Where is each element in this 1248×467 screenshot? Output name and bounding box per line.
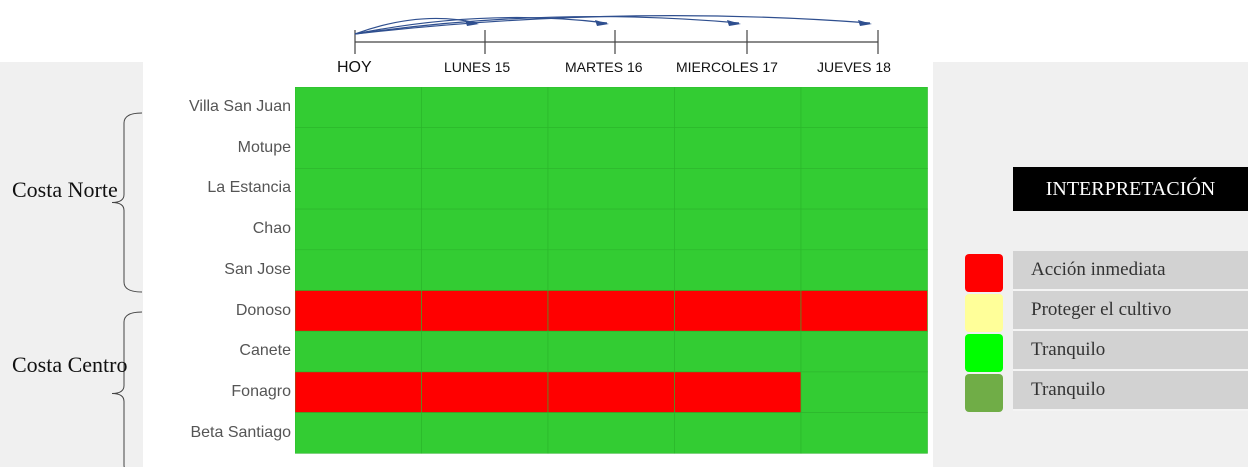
legend-label-tranquilo-dark: Tranquilo — [1013, 371, 1248, 411]
heatmap-cell — [295, 87, 422, 129]
group-label-costa-centro: Costa Centro — [12, 352, 128, 377]
left-panel-background — [0, 62, 143, 467]
heatmap-cell — [421, 330, 549, 373]
group-brackets — [111, 112, 143, 467]
heatmap-cell — [547, 290, 675, 332]
heatmap-cell — [547, 127, 675, 169]
legend-label-tranquilo: Tranquilo — [1013, 331, 1248, 371]
timeline-arrowhead — [858, 20, 872, 26]
heatmap-cell — [421, 412, 549, 454]
heatmap-cell — [800, 208, 928, 251]
row-label: Beta Santiago — [190, 423, 291, 441]
heatmap-cell — [800, 87, 928, 129]
heatmap-cell — [547, 208, 675, 251]
row-label: Motupe — [237, 138, 291, 156]
heatmap-cell — [547, 412, 675, 454]
heatmap-cell — [674, 249, 802, 291]
group-label-costa-norte: Costa Norte — [12, 177, 118, 202]
heatmap-cell — [547, 87, 675, 129]
row-label: La Estancia — [207, 179, 291, 197]
legend-title: INTERPRETACIÓN — [1013, 167, 1248, 211]
row-label: Fonagro — [231, 382, 291, 400]
group-bracket — [111, 112, 143, 293]
timeline-label: LUNES 15 — [444, 59, 511, 75]
timeline-arc — [354, 16, 740, 35]
heatmap-cell — [674, 330, 802, 373]
timeline-arc — [354, 16, 608, 35]
heatmap-cell — [421, 87, 549, 129]
heatmap-cell — [421, 249, 549, 291]
legend-swatch-tranquilo — [965, 334, 1003, 372]
heatmap-cell — [295, 290, 422, 332]
timeline-arc — [354, 17, 478, 35]
legend-swatch-proteger — [965, 294, 1003, 332]
heatmap-cell — [674, 412, 802, 454]
heatmap-cell — [674, 371, 802, 413]
heatmap-cell — [547, 330, 675, 373]
legend-label-proteger: Proteger el cultivo — [1013, 291, 1248, 331]
heatmap-cell — [421, 371, 549, 413]
heatmap-cell — [295, 412, 422, 454]
legend-swatch-accion — [965, 254, 1003, 292]
heatmap-cell — [547, 168, 675, 210]
timeline-arc — [354, 15, 871, 35]
timeline-arrowhead — [727, 20, 741, 26]
row-label: Donoso — [235, 301, 291, 319]
heatmap-cell — [547, 249, 675, 291]
timeline — [354, 15, 879, 54]
legend-label-accion: Acción inmediata — [1013, 251, 1248, 291]
heatmap-cell — [421, 127, 549, 169]
heatmap-cell — [674, 87, 802, 129]
heatmap-cell — [800, 330, 928, 373]
timeline-label: MIERCOLES 17 — [676, 59, 778, 75]
heatmap-cell — [421, 168, 549, 210]
heatmap-cell — [421, 208, 549, 251]
heatmap-cell — [674, 208, 802, 251]
timeline-label: HOY — [337, 59, 372, 76]
heatmap-cell — [800, 127, 928, 169]
heatmap-cell — [674, 290, 802, 332]
heatmap-cell — [295, 330, 422, 373]
heatmap-cell — [295, 249, 422, 291]
row-label: Villa San Juan — [189, 98, 291, 115]
row-label: Chao — [252, 220, 291, 238]
timeline-label: JUEVES 18 — [817, 59, 891, 75]
heatmap-cell — [800, 412, 928, 454]
row-label: Canete — [239, 342, 291, 360]
heatmap-cell — [295, 168, 422, 210]
timeline-label: MARTES 16 — [565, 59, 643, 75]
heatmap-cell — [800, 371, 928, 413]
heatmap-cell — [800, 249, 928, 291]
heatmap-cell — [295, 371, 422, 413]
row-label: San Jose — [224, 260, 291, 278]
heatmap-cell — [421, 290, 549, 332]
heatmap-cell — [295, 208, 422, 251]
heatmap-cell — [547, 371, 675, 413]
heatmap-cell — [674, 168, 802, 210]
legend-swatch-tranquilo-dark — [965, 374, 1003, 412]
heatmap-cell — [800, 168, 928, 210]
timeline-arrowhead — [595, 20, 609, 26]
heatmap-grid — [295, 87, 928, 454]
heatmap-cell — [800, 290, 928, 332]
group-bracket — [111, 311, 143, 467]
heatmap-cell — [674, 127, 802, 169]
heatmap-cell — [295, 127, 422, 169]
